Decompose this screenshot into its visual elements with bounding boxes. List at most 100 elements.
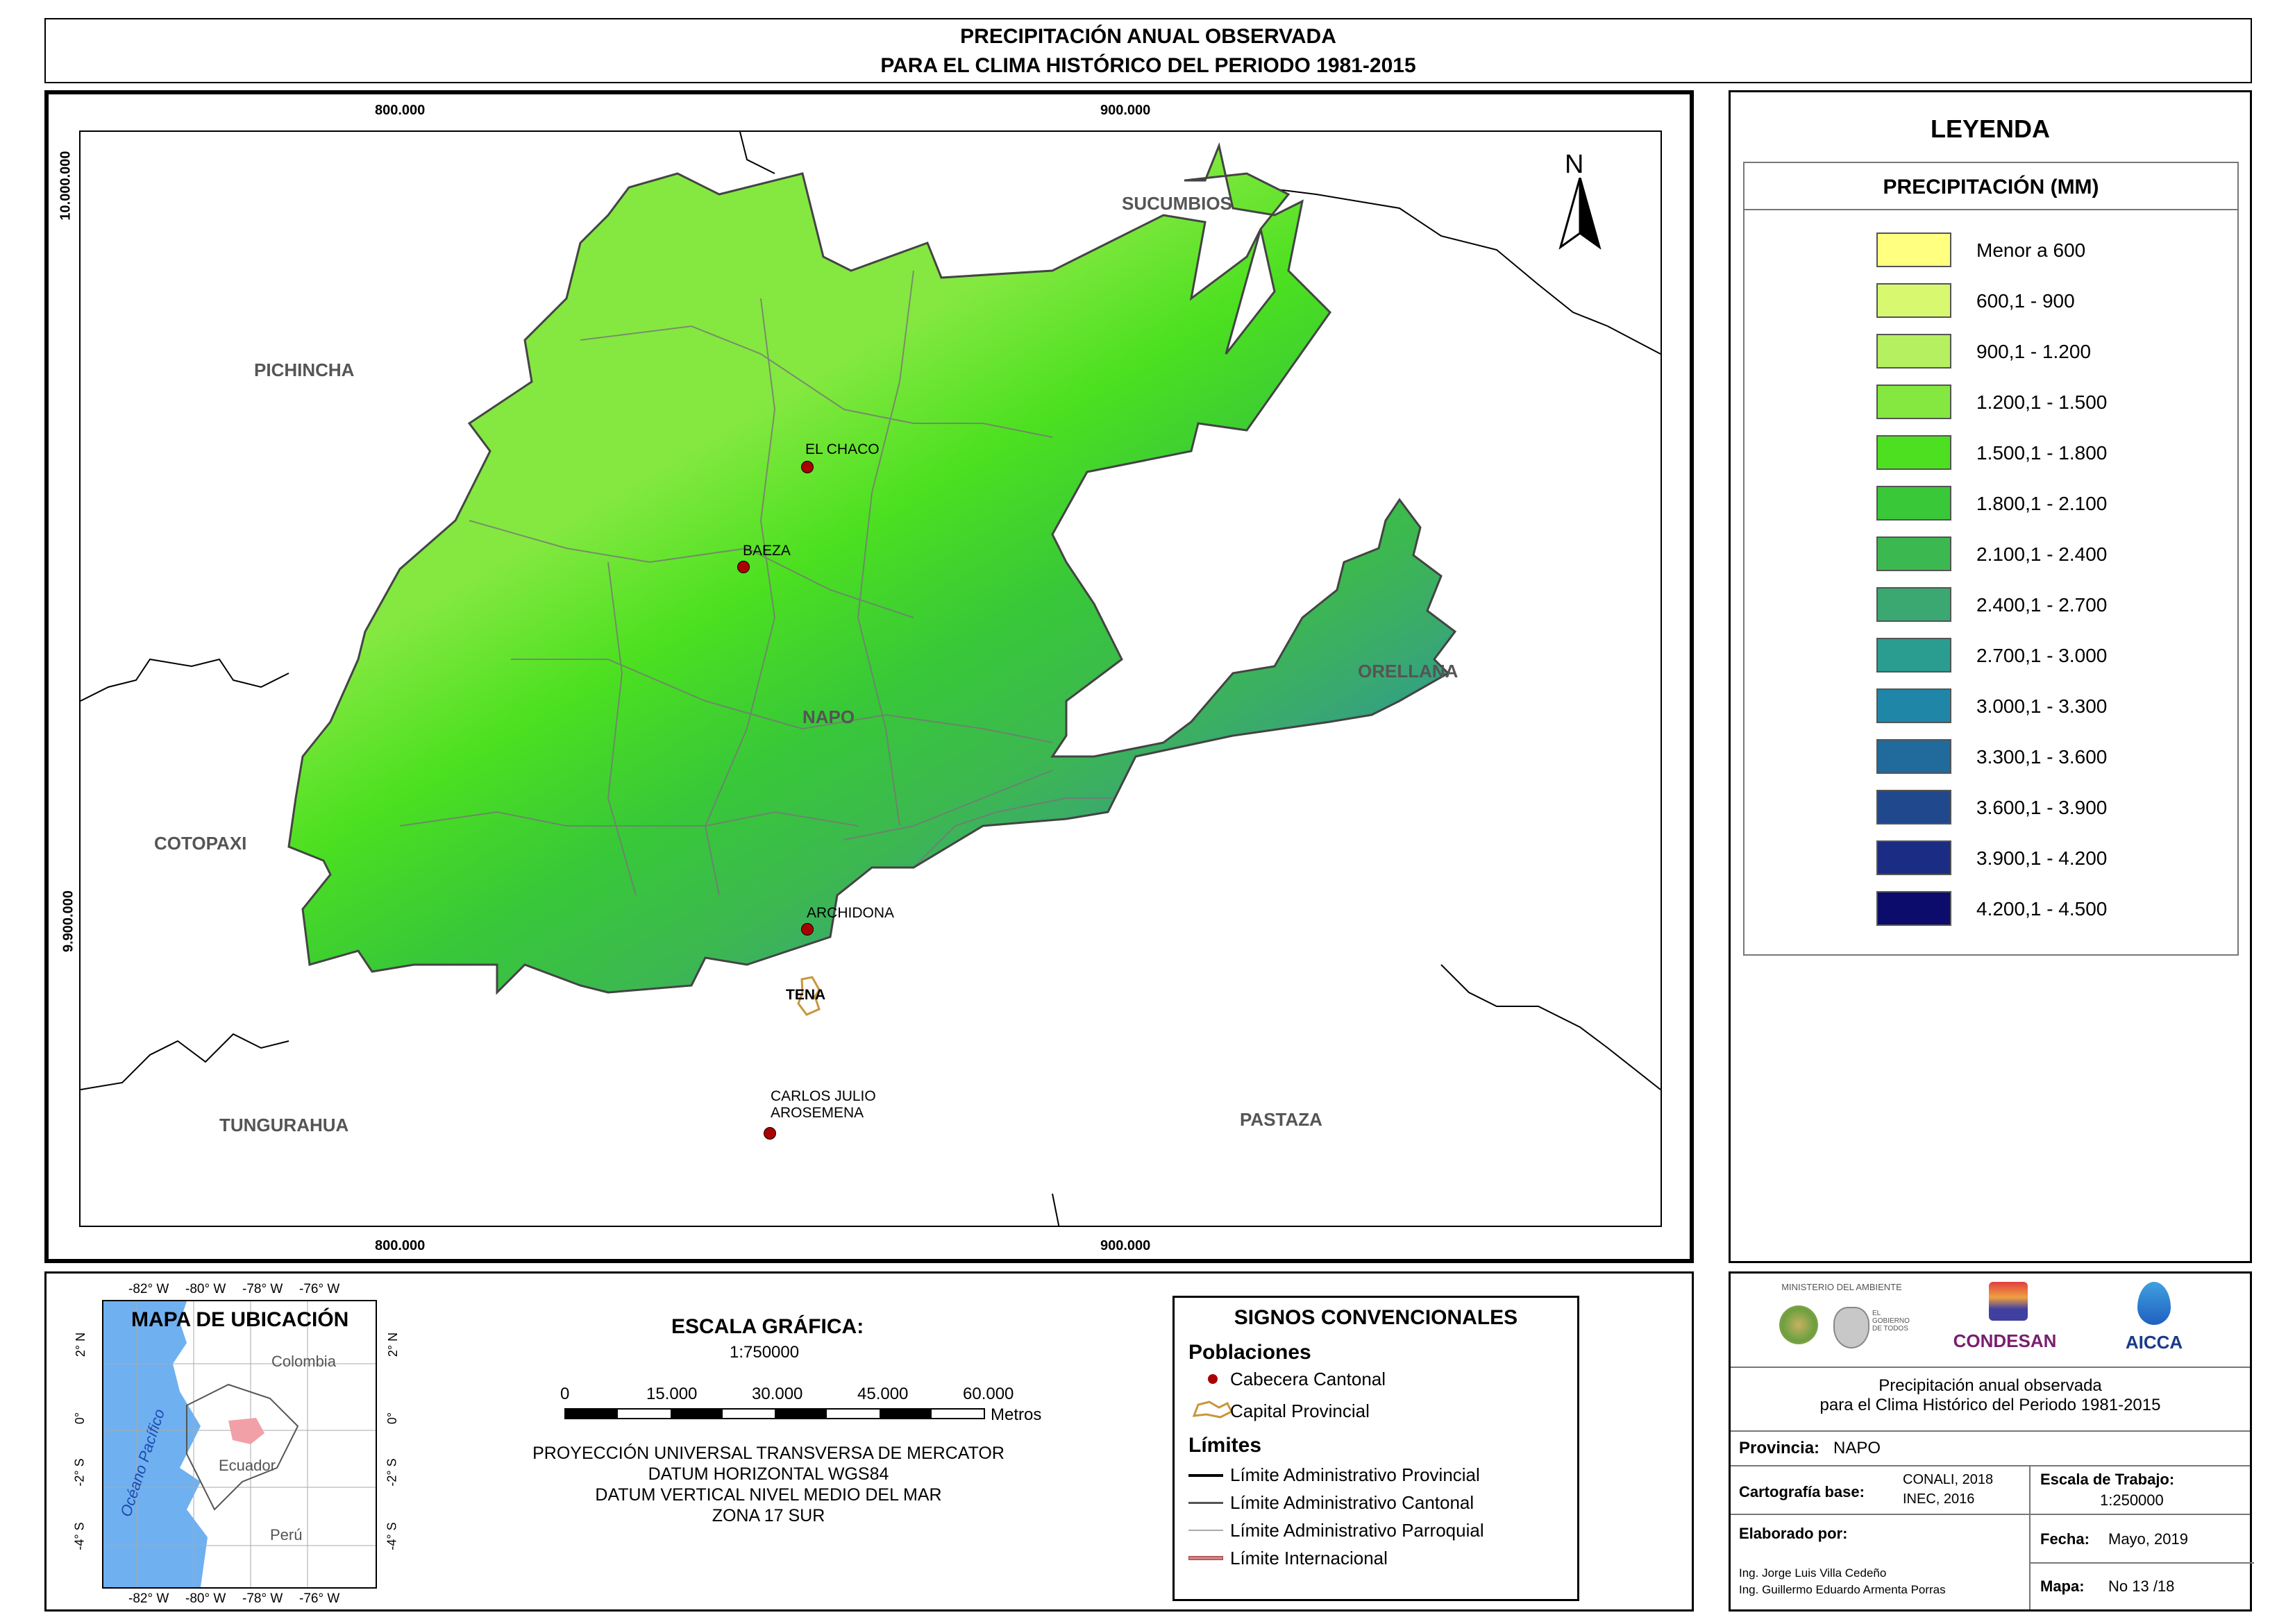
elaborado-section: Elaborado por: Ing. Jorge Luis Villa Ced… [1731,1515,2029,1614]
cartografia-label: Cartografía base: [1739,1483,1865,1500]
label-sucumbios: SUCUMBIOS [1122,193,1232,214]
legend-item: Menor a 600 [1745,232,2237,274]
ministerio-logo-text: MINISTERIO DEL AMBIENTE [1781,1282,1902,1292]
loc-colombia: Colombia [271,1353,336,1370]
line-internacional [1188,1556,1223,1560]
legend-item: 1.800,1 - 2.100 [1745,486,2237,527]
legend-swatch [1876,688,1951,723]
scale-tick-2: 30.000 [752,1385,803,1403]
aicca-drop-icon [2137,1282,2171,1325]
autor-2: Ing. Guillermo Eduardo Armenta Porras [1739,1583,1946,1596]
town-label-baeza: BAEZA [743,543,791,559]
legend-swatch [1876,840,1951,875]
legend-swatch [1876,739,1951,774]
legend-panel: PRECIPITACIÓN (MM) Menor a 600 600,1 - 9… [1743,162,2239,956]
capital-icon [1192,1401,1234,1419]
legend-label: 2.700,1 - 3.000 [1976,645,2108,666]
provincia-value: NAPO [1833,1439,1881,1457]
autor-1: Ing. Jorge Luis Villa Cedeño [1739,1566,1887,1580]
bottom-frame: -82° W -80° W -78° W -76° W -82° W -80° … [44,1271,1694,1612]
legend-item: 600,1 - 900 [1745,283,2237,325]
fecha-cell: Fecha: Mayo, 2019 [2029,1515,2254,1564]
aicca-logo-text: AICCA [2125,1332,2183,1353]
loc-bottom-lon-1: -80° W [185,1591,226,1606]
legend-item: 2.400,1 - 2.700 [1745,587,2237,629]
legend-subtitle: PRECIPITACIÓN (MM) [1745,176,2237,210]
legend-label: 2.100,1 - 2.400 [1976,543,2108,565]
legend-label: 900,1 - 1.200 [1976,341,2092,362]
cartografia-value-1: CONALI, 2018 [1903,1472,1994,1487]
scale-seg [670,1410,723,1418]
line-provincial [1188,1474,1223,1477]
legend-label: 4.200,1 - 4.500 [1976,898,2108,920]
town-marker-archidona [801,923,814,936]
mapa-cell: Mapa: No 13 /18 [2029,1564,2254,1609]
loc-top-lon-1: -80° W [185,1282,226,1296]
legend-item: 1.200,1 - 1.500 [1745,384,2237,426]
legend-label: 3.600,1 - 3.900 [1976,797,2108,818]
label-pastaza: PASTAZA [1240,1109,1322,1130]
line-parroquial [1188,1530,1223,1531]
map-title-section: Precipitación anual observada para el Cl… [1731,1367,2250,1432]
signs-limites: Límites [1188,1434,1262,1457]
town-label-el-chaco: EL CHACO [805,441,880,457]
grid-x-bottom-900: 900.000 [1100,1238,1151,1253]
map-svg [81,132,1661,1226]
cartografia-row: Cartografía base: CONALI, 2018 INEC, 201… [1731,1466,2250,1515]
fecha-value: Mayo, 2019 [2108,1530,2188,1548]
scale-unit: Metros [991,1405,1042,1424]
label-tungurahua: TUNGURAHUA [219,1115,349,1135]
legend-swatch [1876,283,1951,318]
signs-lim-parroquial: Límite Administrativo Parroquial [1230,1520,1484,1541]
scale-seg [722,1410,775,1418]
signs-lim-provincial: Límite Administrativo Provincial [1230,1464,1480,1485]
info-map-title-1: Precipitación anual observada [1878,1376,2102,1395]
ecuador-emblem-icon [1833,1307,1869,1348]
projection-text: PROYECCIÓN UNIVERSAL TRANSVERSA DE MERCA… [505,1443,1032,1526]
legend-label: 1.500,1 - 1.800 [1976,442,2108,464]
legend-item: 1.500,1 - 1.800 [1745,435,2237,477]
legend-swatch [1876,536,1951,571]
cabecera-icon [1208,1374,1218,1384]
legend-swatch [1876,486,1951,521]
grid-x-bottom-800: 800.000 [375,1238,426,1253]
scale-seg [618,1410,671,1418]
town-label-carlos-2: AROSEMENA [771,1105,864,1121]
legend-swatch [1876,384,1951,419]
legend-title: LEYENDA [1930,115,2051,143]
ministerio-logo: MINISTERIO DEL AMBIENTE EL GOBIERNO DE T… [1772,1282,1911,1358]
legend-swatch [1876,232,1951,267]
north-arrow-icon [1558,178,1602,250]
loc-map-canvas: MAPA DE UBICACIÓN Colombia Ecuador Perú … [102,1300,377,1589]
cartografia-value-2: INEC, 2016 [1903,1491,1975,1507]
town-label-tena: TENA [786,987,826,1003]
legend-label: 3.300,1 - 3.600 [1976,746,2108,768]
condesan-icon [1989,1282,2028,1321]
legend-label: 2.400,1 - 2.700 [1976,594,2108,616]
legend-swatch [1876,587,1951,622]
signs-capital: Capital Provincial [1230,1401,1370,1421]
main-map-frame: 800.000 900.000 800.000 900.000 10.000.0… [44,90,1694,1263]
legend-swatch [1876,790,1951,824]
loc-lat-left-2: -2° S [72,1458,87,1487]
town-label-archidona: ARCHIDONA [807,905,895,921]
scale-tick-4: 60.000 [963,1385,1014,1403]
info-map-title-2: para el Clima Histórico del Periodo 1981… [1819,1396,2161,1414]
escala-value: 1:250000 [2100,1491,2164,1509]
legend-label: 1.200,1 - 1.500 [1976,391,2108,413]
legend-item: 4.200,1 - 4.500 [1745,891,2237,933]
projection-line-0: PROYECCIÓN UNIVERSAL TRANSVERSA DE MERCA… [532,1444,1004,1463]
loc-top-lon-3: -76° W [299,1282,340,1296]
scale-seg [827,1410,880,1418]
legend-label: Menor a 600 [1976,239,2086,261]
map-title-line1: PRECIPITACIÓN ANUAL OBSERVADA [960,25,1336,48]
town-marker-el-chaco [801,461,814,473]
aicca-logo: AICCA [2105,1282,2203,1358]
legend-item: 3.900,1 - 4.200 [1745,840,2237,882]
tree-icon [1779,1305,1818,1344]
grid-x-top-900: 900.000 [1100,103,1151,118]
legend-box: LEYENDA PRECIPITACIÓN (MM) Menor a 600 6… [1729,90,2252,1263]
loc-lat-right-3: -4° S [385,1522,399,1550]
provincia-label: Provincia: [1739,1439,1820,1457]
condesan-logo-text: CONDESAN [1953,1330,2057,1351]
